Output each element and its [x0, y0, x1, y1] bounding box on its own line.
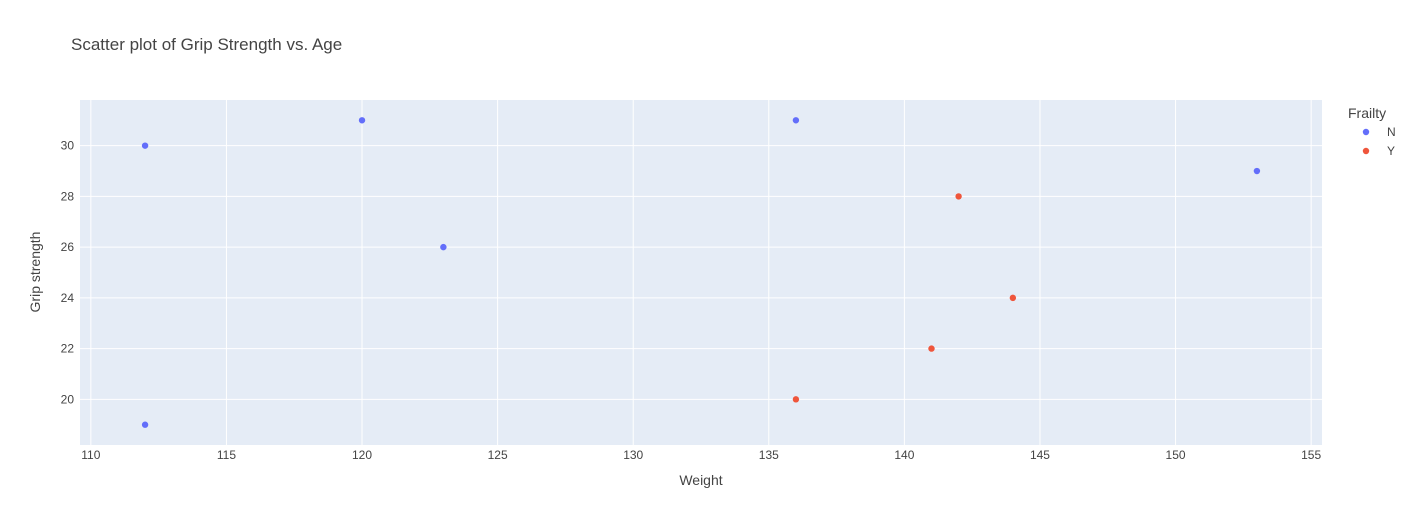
- x-tick-label: 145: [1030, 448, 1050, 462]
- data-point-y[interactable]: [955, 193, 962, 200]
- legend-item-n[interactable]: N: [1362, 125, 1396, 139]
- x-tick-label: 110: [81, 448, 100, 462]
- x-tick-label: 155: [1301, 448, 1321, 462]
- x-tick-label: 125: [488, 448, 508, 462]
- y-tick-label: 30: [61, 139, 75, 153]
- y-tick-label: 22: [61, 342, 75, 356]
- legend-marker-icon: [1362, 147, 1370, 155]
- data-point-y[interactable]: [792, 396, 800, 403]
- data-point-n[interactable]: [141, 421, 149, 428]
- x-tick-label: 150: [1166, 448, 1186, 462]
- data-points: [141, 117, 1261, 428]
- legend-items[interactable]: NY: [1362, 125, 1396, 158]
- y-tick-label: 26: [61, 240, 75, 254]
- data-point-n[interactable]: [358, 117, 366, 124]
- data-point-y[interactable]: [928, 345, 935, 352]
- legend[interactable]: Frailty NY: [1348, 105, 1396, 158]
- y-gridlines: [80, 145, 1322, 400]
- y-tick-label: 20: [61, 392, 75, 406]
- data-point-n[interactable]: [1253, 167, 1261, 175]
- x-tick-label: 130: [623, 448, 643, 462]
- x-tick-label: 140: [894, 448, 914, 462]
- legend-label: N: [1387, 125, 1396, 139]
- x-tick-label: 115: [217, 448, 236, 462]
- legend-item-y[interactable]: Y: [1362, 144, 1395, 158]
- plot-area: [80, 100, 1322, 445]
- x-tick-labels: 110 115 120 125 130 135 140 145 150 155: [81, 448, 1321, 462]
- legend-title: Frailty: [1348, 105, 1386, 121]
- x-tick-label: 135: [759, 448, 779, 462]
- y-tick-label: 24: [61, 291, 75, 305]
- legend-label: Y: [1387, 144, 1395, 158]
- data-point-y[interactable]: [1009, 294, 1017, 302]
- x-tick-label: 120: [352, 448, 372, 462]
- chart-title: Scatter plot of Grip Strength vs. Age: [71, 35, 342, 54]
- y-axis-title: Grip strength: [27, 232, 43, 313]
- y-tick-label: 28: [61, 189, 75, 203]
- y-tick-labels: 20 22 24 26 28 30: [61, 139, 75, 407]
- data-point-n[interactable]: [440, 243, 447, 251]
- legend-marker-icon: [1362, 128, 1370, 136]
- data-point-n[interactable]: [141, 142, 149, 149]
- x-axis-title: Weight: [679, 472, 722, 488]
- data-point-n[interactable]: [792, 117, 800, 124]
- x-gridlines: [90, 100, 1312, 445]
